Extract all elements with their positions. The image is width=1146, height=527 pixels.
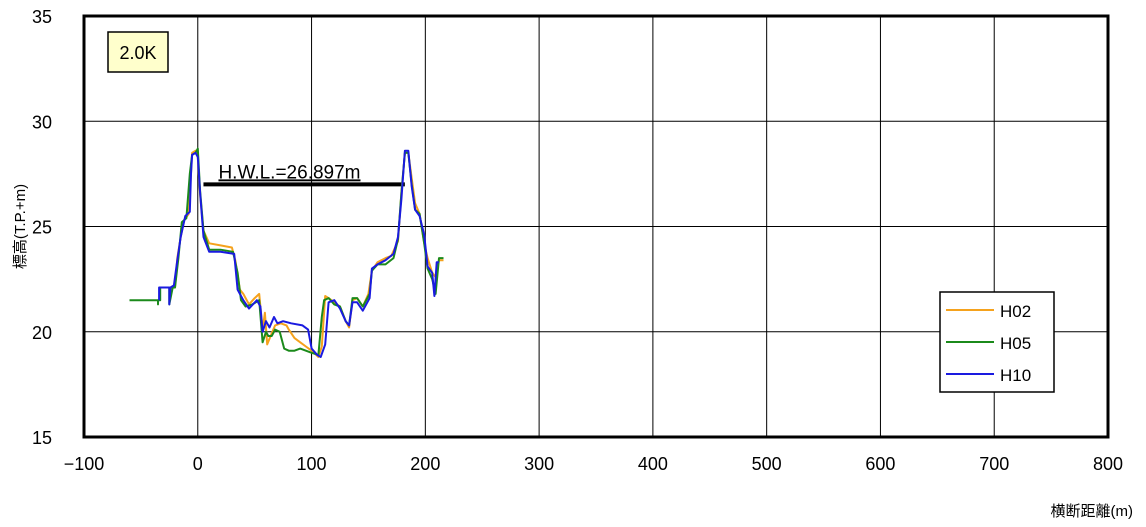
series-line-h10	[158, 149, 439, 358]
hwl-group: H.W.L.=26.897m	[203, 162, 405, 187]
y-axis-title: 標高(T.P.+m)	[12, 184, 29, 269]
legend-label: H10	[1000, 366, 1031, 385]
legend-label: H05	[1000, 334, 1031, 353]
x-tick-label: 500	[752, 454, 782, 474]
y-tick-label: 30	[32, 112, 52, 132]
x-tick-label: 200	[410, 454, 440, 474]
x-tick-label: −100	[64, 454, 105, 474]
legend: H02 H05 H10	[939, 291, 1055, 393]
hwl-label: H.W.L.=26.897m	[218, 162, 360, 183]
x-tick-label: 100	[297, 454, 327, 474]
legend-label: H02	[1000, 302, 1031, 321]
x-tick-label: 800	[1093, 454, 1123, 474]
y-tick-label: 25	[32, 218, 52, 238]
y-tick-labels: 15 20 25 30 35	[32, 7, 52, 448]
x-tick-label: 0	[193, 454, 203, 474]
x-tick-label: 700	[979, 454, 1009, 474]
y-tick-label: 15	[32, 428, 52, 448]
grid	[84, 16, 1108, 437]
y-tick-label: 35	[32, 7, 52, 27]
x-tick-label: 400	[638, 454, 668, 474]
section-label-box: 2.0K	[107, 31, 169, 73]
series-lines	[129, 147, 444, 358]
x-tick-labels: −100 0 100 200 300 400 500 600 700 800	[64, 454, 1123, 474]
section-label: 2.0K	[119, 43, 156, 63]
x-tick-label: 300	[524, 454, 554, 474]
y-tick-label: 20	[32, 323, 52, 343]
plot-frame	[82, 14, 1110, 439]
x-axis-title: 横断距離(m)	[1051, 502, 1134, 520]
x-tick-label: 600	[865, 454, 895, 474]
